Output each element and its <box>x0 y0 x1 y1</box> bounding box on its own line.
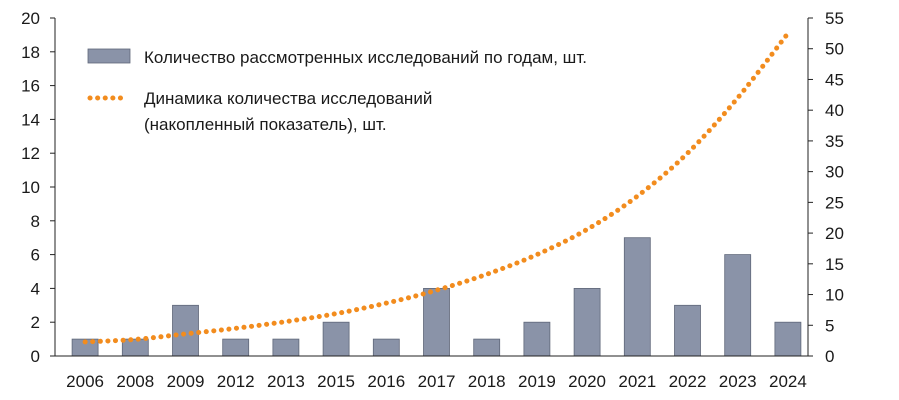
legend-bar-swatch <box>87 48 131 64</box>
y-left-tick-label: 0 <box>31 347 40 366</box>
y-right-tick-label: 50 <box>825 40 844 59</box>
y-left-tick-label: 20 <box>21 9 40 28</box>
bar-2017 <box>423 287 450 357</box>
x-tick-label: 2023 <box>719 372 757 391</box>
bar-2022 <box>674 304 701 357</box>
bar-2018 <box>473 338 501 357</box>
y-left-tick-label: 4 <box>31 279 40 298</box>
x-tick-label: 2019 <box>518 372 556 391</box>
y-left-tick-label: 2 <box>31 313 40 332</box>
bar-2009 <box>172 304 199 357</box>
legend-line-label-1: Динамика количества исследований <box>144 89 432 108</box>
x-tick-label: 2016 <box>367 372 405 391</box>
x-tick-label: 2018 <box>468 372 506 391</box>
x-tick-label: 2015 <box>317 372 355 391</box>
bar-2008 <box>121 338 149 357</box>
y-right-tick-label: 40 <box>825 101 844 120</box>
bar-2020 <box>573 287 601 357</box>
bar-2024 <box>774 321 802 357</box>
y-left-tick-label: 18 <box>21 43 40 62</box>
bar-2019 <box>523 321 551 357</box>
y-right-tick-label: 15 <box>825 255 844 274</box>
y-right-tick-label: 55 <box>825 9 844 28</box>
y-left-tick-label: 16 <box>21 77 40 96</box>
y-left-tick-label: 12 <box>21 144 40 163</box>
x-tick-label: 2022 <box>669 372 707 391</box>
y-left-tick-label: 10 <box>21 178 40 197</box>
y-right-tick-label: 0 <box>825 347 834 366</box>
y-left-tick-label: 6 <box>31 246 40 265</box>
legend-line-label-2: (накопленный показатель), шт. <box>144 115 387 134</box>
x-tick-label: 2006 <box>66 372 104 391</box>
x-tick-label: 2021 <box>618 372 656 391</box>
y-right-tick-label: 25 <box>825 193 844 212</box>
bar-2023 <box>724 254 752 357</box>
bar-2021 <box>623 237 651 357</box>
legend-bar-label: Количество рассмотренных исследований по… <box>144 48 587 67</box>
bar-2016 <box>372 338 400 357</box>
x-tick-label: 2012 <box>217 372 255 391</box>
y-right-tick-label: 45 <box>825 70 844 89</box>
bar-2012 <box>222 338 250 357</box>
bar-2015 <box>322 321 350 357</box>
y-right-tick-label: 10 <box>825 286 844 305</box>
x-tick-label: 2024 <box>769 372 807 391</box>
x-tick-label: 2009 <box>167 372 205 391</box>
x-tick-label: 2013 <box>267 372 305 391</box>
x-tick-label: 2017 <box>418 372 456 391</box>
y-right-tick-label: 20 <box>825 224 844 243</box>
cumulative-line <box>82 30 791 345</box>
y-right-tick-label: 35 <box>825 132 844 151</box>
y-left-tick-label: 14 <box>21 110 40 129</box>
x-tick-label: 2008 <box>116 372 154 391</box>
y-right-tick-label: 30 <box>825 163 844 182</box>
y-left-tick-label: 8 <box>31 212 40 231</box>
x-tick-label: 2020 <box>568 372 606 391</box>
y-right-tick-label: 5 <box>825 316 834 335</box>
bar-2013 <box>272 338 300 357</box>
